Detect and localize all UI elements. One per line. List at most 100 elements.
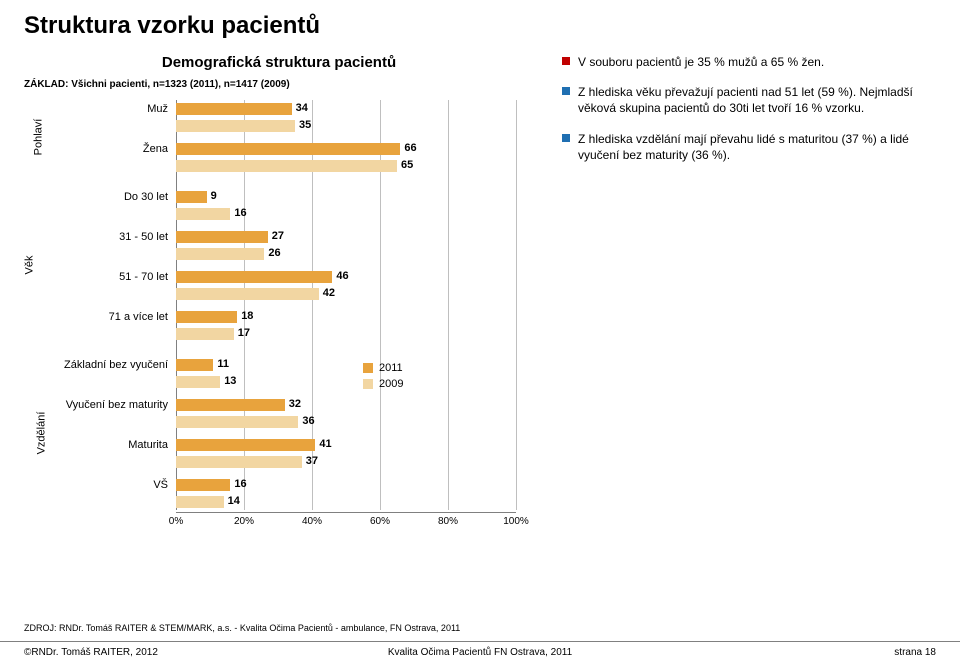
chart-basis: ZÁKLAD: Všichni pacienti, n=1323 (2011),…	[24, 79, 534, 90]
bar	[176, 208, 230, 220]
bar-row: 71 a více let 18	[46, 308, 534, 325]
category-label: VŠ	[46, 479, 176, 491]
category-label: 31 - 50 let	[46, 231, 176, 243]
bar-row: 51 - 70 let 46	[46, 268, 534, 285]
x-axis: 0%20%40%60%80%100%	[176, 512, 516, 532]
bar-value: 26	[268, 247, 280, 259]
bullet-item: Z hlediska věku převažují pacienti nad 5…	[562, 84, 936, 116]
category-label: 51 - 70 let	[46, 271, 176, 283]
bar-value: 66	[404, 142, 416, 154]
bullet-text: Z hlediska věku převažují pacienti nad 5…	[578, 85, 913, 115]
bar-value: 9	[211, 190, 217, 202]
bar-row: Maturita 41	[46, 436, 534, 453]
y-axis-label: Věk	[23, 256, 35, 275]
chart-rows: Muž34 35 Žena 66 65 Do 30 let 9 16 31 - 50 let27…	[46, 100, 534, 510]
bar-pair: Muž34 35	[46, 100, 534, 134]
bar	[176, 288, 319, 300]
bar-value: 11	[217, 358, 229, 370]
bar-pair: Žena 66 65	[46, 140, 534, 174]
x-tick: 20%	[234, 516, 254, 527]
category-label: 71 a více let	[46, 311, 176, 323]
bullet-text: Z hlediska vzdělání mají převahu lidé s …	[578, 132, 909, 162]
bar-row: 42	[46, 285, 534, 302]
chart: PohlavíVěkVzdělání Muž3435Žena6665Do 30 …	[24, 100, 534, 532]
bullet-text: V souboru pacientů je 35 % mužů a 65 % ž…	[578, 55, 824, 69]
bar-value: 35	[299, 119, 311, 131]
bullet-list: V souboru pacientů je 35 % mužů a 65 % ž…	[562, 54, 936, 163]
bar-row: 13	[46, 373, 534, 390]
y-axis-label: Pohlaví	[32, 119, 44, 156]
bar-value: 34	[296, 102, 308, 114]
bar-row: 65	[46, 157, 534, 174]
bar-pair: Do 30 let 9 16	[46, 188, 534, 222]
bar-row: 37	[46, 453, 534, 470]
bullet-icon	[562, 57, 570, 65]
bar	[176, 191, 207, 203]
category-label: Maturita	[46, 439, 176, 451]
chart-subtitle: Demografická struktura pacientů	[24, 54, 534, 71]
bar-row: 36	[46, 413, 534, 430]
bullet-item: Z hlediska vzdělání mají převahu lidé s …	[562, 131, 936, 163]
bar-pair: Maturita 4137	[46, 436, 534, 470]
footer: ©RNDr. Tomáš RAITER, 2012 Kvalita Očima …	[0, 641, 960, 663]
bar-row: 14	[46, 493, 534, 510]
bar-value: 14	[228, 495, 240, 507]
bar	[176, 160, 397, 172]
bar-row: Základní bez vyučení11	[46, 356, 534, 373]
bar-pair: 51 - 70 let 4642	[46, 268, 534, 302]
bar-row: 17	[46, 325, 534, 342]
bar-pair: Základní bez vyučení11 13	[46, 356, 534, 390]
bar-pair: 31 - 50 let27 26	[46, 228, 534, 262]
bar-value: 41	[319, 438, 331, 450]
bar-pair: Vyučení bez maturity32 36	[46, 396, 534, 430]
bar	[176, 248, 264, 260]
bar-row: 31 - 50 let27	[46, 228, 534, 245]
bar	[176, 103, 292, 115]
bar-value: 16	[234, 478, 246, 490]
bar	[176, 231, 268, 243]
footer-right: strana 18	[894, 647, 936, 658]
bar-value: 16	[234, 207, 246, 219]
bar	[176, 376, 220, 388]
page-title: Struktura vzorku pacientů	[24, 12, 936, 40]
bar-row: 16	[46, 205, 534, 222]
bar-row: Do 30 let 9	[46, 188, 534, 205]
bar	[176, 456, 302, 468]
bar-value: 36	[302, 415, 314, 427]
x-tick: 60%	[370, 516, 390, 527]
bar-row: 26	[46, 245, 534, 262]
bar	[176, 359, 213, 371]
bar-value: 46	[336, 270, 348, 282]
notes-panel: V souboru pacientů je 35 % mužů a 65 % ž…	[534, 54, 936, 532]
bar-row: Muž34	[46, 100, 534, 117]
bar	[176, 328, 234, 340]
bar	[176, 120, 295, 132]
footer-left: ©RNDr. Tomáš RAITER, 2012	[24, 647, 158, 658]
bullet-icon	[562, 134, 570, 142]
bar-row: Vyučení bez maturity32	[46, 396, 534, 413]
bullet-item: V souboru pacientů je 35 % mužů a 65 % ž…	[562, 54, 936, 70]
bar-value: 65	[401, 159, 413, 171]
page: Struktura vzorku pacientů Demografická s…	[0, 0, 960, 663]
category-label: Do 30 let	[46, 191, 176, 203]
bar-row: 35	[46, 117, 534, 134]
category-label: Žena	[46, 143, 176, 155]
bar	[176, 479, 230, 491]
bar-pair: 71 a více let 18 17	[46, 308, 534, 342]
bar-value: 13	[224, 375, 236, 387]
bar-value: 42	[323, 287, 335, 299]
content-columns: Demografická struktura pacientů ZÁKLAD: …	[24, 54, 936, 532]
bar-value: 18	[241, 310, 253, 322]
bar-value: 37	[306, 455, 318, 467]
bar-row: Žena 66	[46, 140, 534, 157]
bar	[176, 416, 298, 428]
bar-value: 32	[289, 398, 301, 410]
y-axis-column: PohlavíVěkVzdělání	[24, 100, 46, 510]
bar	[176, 271, 332, 283]
footer-mid: Kvalita Očima Pacientů FN Ostrava, 2011	[388, 647, 572, 658]
bar-pair: VŠ 16 14	[46, 476, 534, 510]
x-tick: 80%	[438, 516, 458, 527]
bullet-icon	[562, 87, 570, 95]
x-tick: 100%	[503, 516, 529, 527]
bar-row: VŠ 16	[46, 476, 534, 493]
